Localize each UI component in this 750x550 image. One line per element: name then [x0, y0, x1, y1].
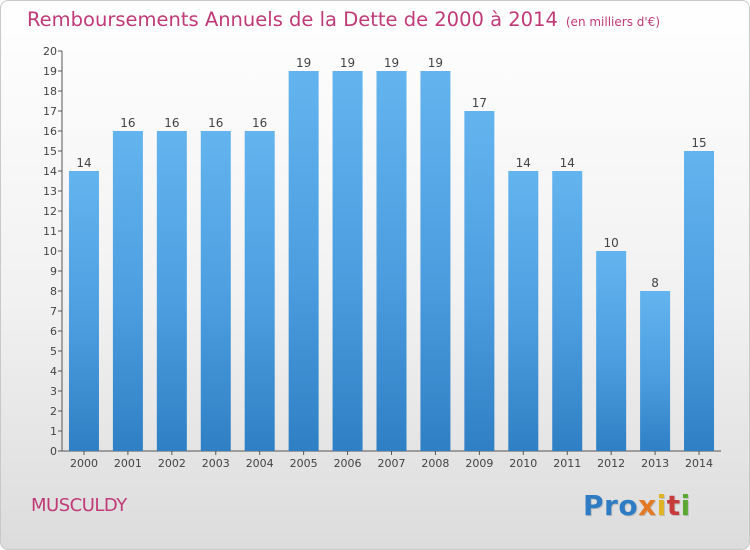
- y-tick-label: 9: [50, 265, 57, 278]
- y-tick-label: 6: [50, 325, 57, 338]
- bar-2005: [288, 71, 319, 451]
- bar-2001: [112, 131, 143, 451]
- bar-value-label: 16: [120, 116, 135, 130]
- x-tick-label: 2013: [641, 457, 669, 470]
- y-tick-label: 16: [43, 125, 57, 138]
- bar-2008: [420, 71, 451, 451]
- y-tick-label: 19: [43, 65, 57, 78]
- bar-2009: [464, 111, 495, 451]
- bar-value-label: 16: [252, 116, 267, 130]
- y-tick-label: 14: [43, 165, 57, 178]
- y-tick-label: 0: [50, 445, 57, 458]
- bar-2010: [508, 171, 539, 451]
- x-tick-label: 2007: [378, 457, 406, 470]
- x-tick-label: 2005: [290, 457, 318, 470]
- y-tick-label: 18: [43, 85, 57, 98]
- y-tick-label: 10: [43, 245, 57, 258]
- bar-2012: [596, 251, 627, 451]
- bar-value-label: 19: [384, 56, 399, 70]
- bar-value-label: 16: [208, 116, 223, 130]
- bar-2004: [244, 131, 275, 451]
- unit-note: (en milliers d'€): [565, 15, 660, 29]
- x-tick-label: 2008: [421, 457, 449, 470]
- bar-value-label: 14: [516, 156, 531, 170]
- y-tick-label: 15: [43, 145, 57, 158]
- bar-value-label: 17: [472, 96, 487, 110]
- bar-value-label: 19: [428, 56, 443, 70]
- y-tick-label: 13: [43, 185, 57, 198]
- y-tick-label: 3: [50, 385, 57, 398]
- bar-value-label: 10: [604, 236, 619, 250]
- x-tick-label: 2000: [70, 457, 98, 470]
- bar-value-label: 19: [340, 56, 355, 70]
- y-tick-label: 1: [50, 425, 57, 438]
- x-tick-label: 2011: [553, 457, 581, 470]
- bar-2007: [376, 71, 407, 451]
- y-tick-label: 11: [43, 225, 57, 238]
- chart-title-text: Remboursements Annuels de la Dette de 20…: [27, 8, 558, 31]
- bar-2000: [68, 171, 99, 451]
- bars: 14 16 16 16 16 19 19 19 19 17 14 14 10 8 15: [68, 56, 715, 451]
- x-tick-label: 2003: [202, 457, 230, 470]
- x-tick-label: 2001: [114, 457, 142, 470]
- bar-2013: [640, 291, 671, 451]
- y-tick-label: 12: [43, 205, 57, 218]
- x-tick-label: 2006: [334, 457, 362, 470]
- y-tick-label: 8: [50, 285, 57, 298]
- y-tick-label: 17: [43, 105, 57, 118]
- bar-value-label: 15: [691, 136, 706, 150]
- y-tick-label: 7: [50, 305, 57, 318]
- bar-value-label: 19: [296, 56, 311, 70]
- y-tick-label: 2: [50, 405, 57, 418]
- x-tick-label: 2010: [509, 457, 537, 470]
- chart-title: Remboursements Annuels de la Dette de 20…: [27, 8, 660, 31]
- x-tick-label: 2002: [158, 457, 186, 470]
- bar-value-label: 8: [651, 276, 659, 290]
- x-tick-label: 2004: [246, 457, 274, 470]
- commune-name: MUSCULDY: [31, 495, 127, 516]
- y-tick-label: 4: [50, 365, 57, 378]
- bar-2006: [332, 71, 363, 451]
- bar-2014: [684, 151, 715, 451]
- bar-2002: [156, 131, 187, 451]
- bar-value-label: 16: [164, 116, 179, 130]
- bar-2003: [200, 131, 231, 451]
- bar-value-label: 14: [76, 156, 91, 170]
- proxiti-logo: Proxiti: [583, 489, 691, 522]
- y-tick-label: 5: [50, 345, 57, 358]
- x-tick-label: 2009: [465, 457, 493, 470]
- bar-value-label: 14: [560, 156, 575, 170]
- x-tick-label: 2014: [685, 457, 713, 470]
- y-tick-label: 20: [43, 45, 57, 58]
- bar-2011: [552, 171, 583, 451]
- x-tick-label: 2012: [597, 457, 625, 470]
